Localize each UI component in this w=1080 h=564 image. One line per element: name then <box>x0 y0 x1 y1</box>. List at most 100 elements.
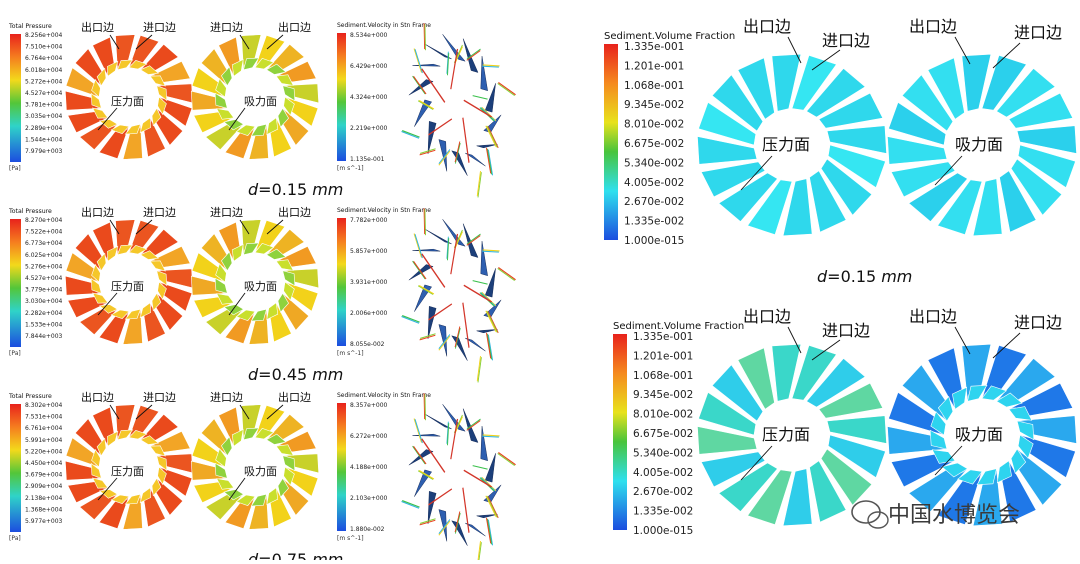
pressure-tick-label: 3.781e+004 <box>25 102 63 109</box>
pressure-unit-label: [Pa] <box>9 535 21 542</box>
pressure-tick-label: 2.909e+004 <box>25 483 63 490</box>
caption-value: =0.15 <box>827 267 876 286</box>
velocity-tick-label: 4.188e+000 <box>350 464 388 471</box>
vf-tick-label: 4.005e-002 <box>633 467 693 479</box>
velocity-vector <box>414 49 422 73</box>
velocity-tick-label: 2.006e+000 <box>350 310 388 317</box>
impeller-blade <box>419 488 443 523</box>
vf-tick-label: 6.675e-002 <box>624 138 684 150</box>
suction-face-inner-blade-highlight <box>277 304 278 308</box>
pressure-tick-label: 7.531e+004 <box>25 414 63 421</box>
velocity-vector <box>483 427 500 443</box>
pressure-tick-label: 2.282e+004 <box>25 310 63 317</box>
watermark-right-text: 中国水博览会 <box>888 503 1020 528</box>
vf-colorbar-gradient <box>613 334 627 530</box>
pressure-tick-label: 4.527e+004 <box>25 90 63 97</box>
pressure-colorbar-gradient <box>10 219 21 347</box>
velocity-unit-label: [m s^-1] <box>337 350 364 357</box>
result-row-2: Total Pressure8.270e+0047.522e+0046.773e… <box>8 177 538 407</box>
pressure-tick-label: 3.030e+004 <box>25 298 63 305</box>
pressure-tick-label: 6.773e+004 <box>25 240 63 247</box>
pressure-tick-label: 7.522e+004 <box>25 229 63 236</box>
pressure-tick-label: 2.138e+004 <box>25 495 63 502</box>
pressure-colorbar-gradient <box>10 404 21 532</box>
vf-tick-label: 1.335e-001 <box>633 331 693 343</box>
pressure-colorbar-title: Total Pressure <box>8 23 52 30</box>
impeller-blade <box>472 426 492 463</box>
velocity-vector <box>471 541 487 560</box>
pressure-tick-label: 8.256e+004 <box>25 32 63 39</box>
velocity-colorbar-title: Sediment.Velocity in Stn Frame <box>337 392 431 399</box>
vf-tick-label: 2.670e-002 <box>633 486 693 498</box>
outlet-edge-label: 出口边 <box>909 17 957 36</box>
velocity-tick-label: 6.272e+000 <box>350 433 388 440</box>
pressure-colorbar-title: Total Pressure <box>8 393 52 400</box>
suction-face-inner-blade-highlight <box>229 119 233 120</box>
pressure-colorbar-gradient <box>10 34 21 162</box>
impeller-blade <box>437 322 454 357</box>
caption-value: =0.45 <box>258 365 307 384</box>
suction-face-inner-blade-highlight <box>277 119 278 123</box>
vf-tick-label: 1.201e-001 <box>633 350 693 362</box>
impeller-blade <box>452 517 468 549</box>
velocity-tick-label: 3.931e+000 <box>350 279 388 286</box>
suction-face-inner-blade-highlight <box>232 441 233 445</box>
pressure-tick-label: 6.018e+004 <box>25 67 63 74</box>
velocity-vector <box>484 334 495 359</box>
suction-face-inner-blade-highlight <box>229 489 233 490</box>
outlet-edge-label: 出口边 <box>278 20 311 34</box>
vf-tick-label: 1.201e-001 <box>624 60 684 72</box>
vf-tick-label: 1.068e-001 <box>624 80 684 92</box>
vf-tick-label: 5.340e-002 <box>624 157 684 169</box>
pressure-tick-label: 8.302e+004 <box>25 402 63 409</box>
result-row-3: Total Pressure8.302e+0047.531e+0046.761e… <box>8 362 538 560</box>
velocity-vector <box>484 519 495 544</box>
suction-face-inner-blade-highlight <box>229 304 233 305</box>
velocity-vector <box>498 447 515 471</box>
caption-unit: mm <box>312 365 343 384</box>
vf-tick-label: 1.068e-001 <box>633 370 693 382</box>
suction-face-inner-blade-highlight <box>278 260 282 261</box>
velocity-vector <box>473 89 488 105</box>
velocity-tick-label: 1.880e-002 <box>350 526 385 533</box>
pressure-tick-label: 1.368e+004 <box>25 506 63 513</box>
pressure-face-label: 压力面 <box>762 135 810 154</box>
pressure-tick-label: 1.544e+004 <box>25 136 63 143</box>
vf-tick-label: 6.675e-002 <box>633 428 693 440</box>
suction-face-inner-blade-highlight <box>277 489 278 493</box>
watermark-right: 中国水博览会 <box>852 501 1020 528</box>
velocity-tick-label: 8.534e+000 <box>350 32 388 39</box>
outlet-edge-label: 出口边 <box>81 20 114 34</box>
velocity-vector <box>442 53 455 75</box>
impeller-blade <box>472 56 492 93</box>
impeller-blade <box>437 507 454 542</box>
suction-face-label: 吸力面 <box>244 465 277 478</box>
watermark-left-text: 大数跨境 <box>46 531 118 553</box>
watermark-left: 大数跨境 <box>23 531 118 553</box>
vf-tick-label: 2.670e-002 <box>624 196 684 208</box>
suction-face-label: 吸力面 <box>244 95 277 108</box>
velocity-vector <box>483 57 500 73</box>
velocity-colorbar-title: Sediment.Velocity in Stn Frame <box>337 22 431 29</box>
velocity-colorbar-title: Sediment.Velocity in Stn Frame <box>337 207 431 214</box>
pressure-colorbar-title: Total Pressure <box>8 208 52 215</box>
pressure-tick-label: 5.977e+003 <box>25 518 63 525</box>
velocity-unit-label: [m s^-1] <box>337 535 364 542</box>
velocity-tick-label: 8.357e+000 <box>350 402 388 409</box>
vf-tick-label: 5.340e-002 <box>633 447 693 459</box>
velocity-vector <box>402 124 419 144</box>
velocity-unit-label: [m s^-1] <box>337 165 364 172</box>
caption-value: =0.75 <box>258 550 307 560</box>
outlet-edge-label: 出口边 <box>278 205 311 219</box>
wechat-icon-bubble <box>868 512 888 528</box>
impeller-blade <box>452 147 468 179</box>
velocity-vector <box>401 125 419 146</box>
velocity-vector <box>442 423 455 445</box>
velocity-vector <box>473 274 488 290</box>
suction-face-inner-blade-highlight <box>278 75 282 76</box>
inlet-edge-label: 进口边 <box>143 21 176 34</box>
inlet-edge-label: 进口边 <box>210 391 243 404</box>
inlet-edge-label: 进口边 <box>1014 23 1062 42</box>
